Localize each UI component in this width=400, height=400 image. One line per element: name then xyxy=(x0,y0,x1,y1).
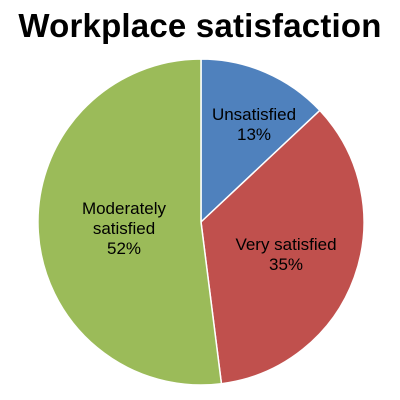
pie-label-value: 52% xyxy=(107,239,141,258)
pie-label-name: Moderately xyxy=(82,199,167,218)
pie-label-value: 13% xyxy=(237,125,271,144)
pie-slice-unsatisfied xyxy=(200,58,321,224)
pie-label-moderately-satisfied: Moderately satisfied 52% xyxy=(82,199,167,258)
pie-label-name: Very satisfied xyxy=(235,235,336,254)
pie-label-unsatisfied: Unsatisfied 13% xyxy=(212,105,296,144)
pie-label-value: 35% xyxy=(269,255,303,274)
pie-label-name: Unsatisfied xyxy=(212,105,296,124)
pie-slices xyxy=(37,58,365,386)
pie-slice-moderately-satisfied xyxy=(37,58,223,386)
pie-labels: Unsatisfied 13% Very satisfied 35% Moderatel… xyxy=(82,105,337,274)
pie-label-very-satisfied: Very satisfied 35% xyxy=(235,235,336,274)
chart-title: Workplace satisfaction xyxy=(18,7,382,44)
pie-slice-very-satisfied xyxy=(200,109,365,385)
pie-label-name: satisfied xyxy=(93,219,155,238)
